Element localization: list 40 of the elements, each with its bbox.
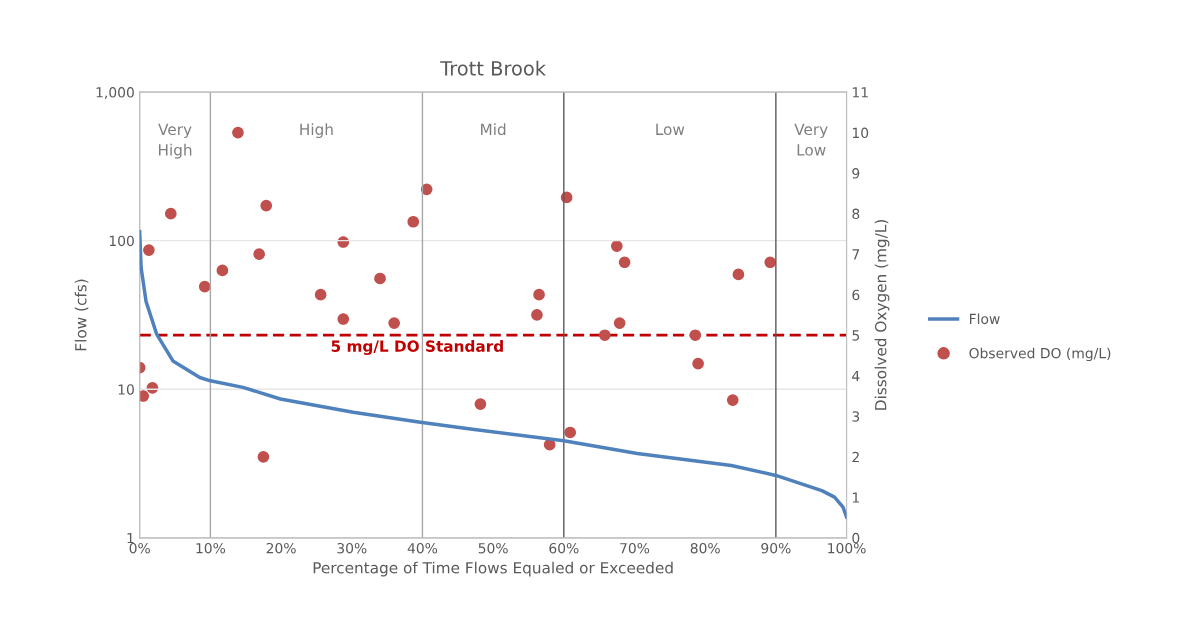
y2-axis-title: Dissolved Oxygen (mg/L)	[874, 220, 890, 410]
x-tick-label: 10%	[196, 542, 226, 554]
y2-tick-label: 10	[852, 127, 869, 139]
x-tick-label: 70%	[620, 542, 650, 554]
x-tick-label: 50%	[478, 542, 508, 554]
y-tick-label: 1	[127, 533, 134, 544]
ref-line-label: 5 mg/L DO Standard	[331, 340, 503, 355]
y2-tick-label: 3	[852, 411, 860, 422]
x-tick-label: 0%	[129, 542, 150, 554]
y2-tick-label: 0	[852, 532, 860, 544]
y2-tick-label: 2	[852, 451, 859, 463]
legend-label: Flow	[969, 313, 1000, 325]
y2-tick-label: 8	[852, 208, 860, 220]
annotation: Mid	[481, 123, 506, 136]
annotation: Very Low	[794, 123, 828, 156]
annotation: Low	[656, 123, 685, 136]
y2-tick-label: 11	[852, 87, 868, 98]
x-tick-label: 90%	[761, 542, 791, 554]
x-axis-title: Percentage of Time Flows Equaled or Exceeded	[313, 561, 673, 577]
legend-label: Observed DO (mg/L)	[969, 347, 1111, 362]
x-tick-label: 30%	[337, 542, 367, 554]
y2-tick-label: 7	[852, 249, 860, 260]
y-tick-label: 10	[118, 384, 134, 395]
x-tick-label: 60%	[549, 542, 579, 554]
x-tick-label: 100%	[828, 542, 866, 554]
y2-tick-label: 4	[852, 370, 860, 382]
line-series	[139, 229, 847, 519]
y2-tick-label: 6	[852, 289, 860, 301]
y2-tick-label: 9	[852, 168, 860, 179]
y-tick-label: 1,000	[96, 87, 134, 99]
chart-title: Trott Brook	[440, 60, 546, 76]
annotation: High	[300, 123, 333, 139]
annotation: Very High	[158, 123, 192, 159]
y2-tick-label: 1	[852, 492, 859, 503]
x-tick-label: 40%	[407, 542, 438, 554]
x-tick-label: 80%	[690, 542, 720, 554]
y2-tick-label: 5	[852, 330, 860, 341]
y-axis-title: Flow (cfs)	[74, 279, 89, 351]
x-tick-label: 20%	[266, 542, 296, 554]
y-tick-label: 100	[109, 235, 134, 247]
